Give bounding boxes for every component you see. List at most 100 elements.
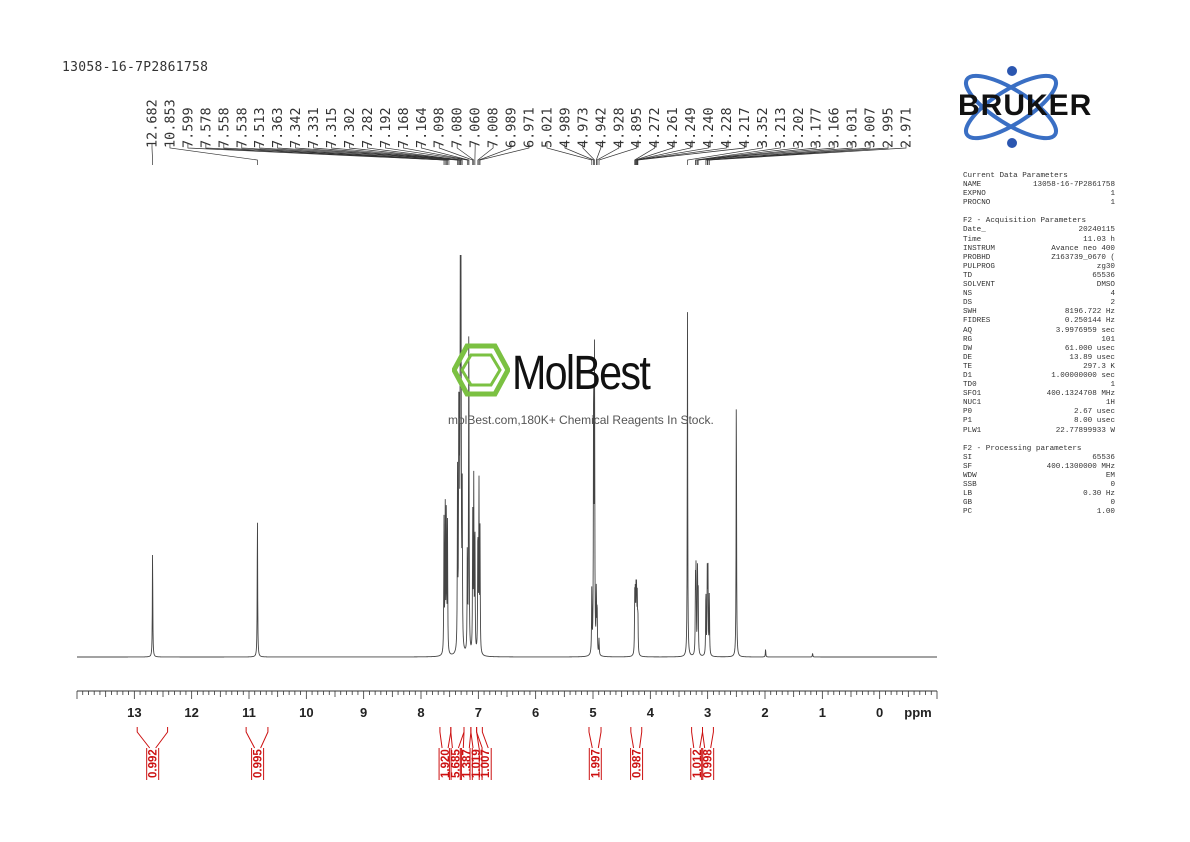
peak-connector — [367, 143, 463, 165]
bruker-wordmark: BRUKER — [958, 89, 1092, 122]
param-row: DW 61.000 usec — [963, 345, 1115, 354]
integral-bracket — [470, 727, 474, 749]
peak-label: 7.008 — [486, 107, 502, 148]
param-key: NAME — [963, 181, 982, 190]
peak-label: 2.995 — [881, 107, 897, 148]
param-row: P1 8.00 usec — [963, 417, 1115, 426]
acquisition-section: F2 - Acquisition Parameters Date_ 2024011… — [963, 217, 1115, 435]
peak-connector — [479, 143, 530, 165]
param-row: SOLVENT DMSO — [963, 281, 1115, 290]
integral-bracket — [630, 727, 635, 749]
integral-bracket — [710, 727, 714, 749]
param-value: 400.1300000 MHz — [1046, 462, 1115, 471]
integral-region: 1.007 — [476, 727, 492, 780]
section-header: Current Data Parameters — [963, 172, 1068, 180]
param-row: PLW1 22.77899933 W — [963, 427, 1115, 436]
param-row: NUC1 1H — [963, 399, 1115, 408]
peak-connector — [295, 143, 460, 165]
peak-connector — [313, 143, 460, 165]
param-key: PC — [963, 508, 973, 517]
param-row: GB 0 — [963, 499, 1115, 508]
spectrum-trace — [77, 254, 937, 658]
peak-connector — [223, 143, 447, 165]
axis-tick-label: 10 — [299, 705, 313, 720]
param-key: DS — [963, 299, 973, 308]
param-key: WDW — [963, 471, 977, 480]
integral-value: 0.987 — [632, 749, 644, 778]
peak-connector — [438, 143, 474, 165]
peak-label: 7.282 — [360, 107, 376, 148]
param-value: 1 — [1110, 199, 1115, 208]
param-value: 1H — [1105, 399, 1115, 408]
section-header: F2 - Acquisition Parameters — [963, 217, 1087, 226]
param-value: 8196.722 Hz — [1064, 308, 1115, 317]
peak-label: 7.164 — [414, 107, 430, 148]
param-row: DE 13.89 usec — [963, 354, 1115, 363]
param-value: 1.00000000 sec — [1051, 371, 1115, 380]
peak-label: 4.217 — [737, 107, 753, 148]
param-key: INSTRUM — [963, 244, 995, 253]
param-value: 0.250144 Hz — [1064, 317, 1115, 326]
axis-tick-label: 0 — [876, 705, 883, 720]
axis-tick-label: 3 — [704, 705, 711, 720]
peak-label: 3.202 — [791, 107, 807, 148]
integral-value: 1.019 — [471, 749, 483, 778]
peak-label: 3.166 — [827, 107, 843, 148]
peak-label: 10.853 — [162, 99, 178, 148]
param-row: SSB 0 — [963, 481, 1115, 490]
param-key: GB — [963, 499, 973, 508]
peak-label: 7.513 — [252, 107, 268, 148]
processing-section: F2 - Processing parameters SI 65536 SF 400.… — [963, 445, 1115, 518]
peak-label: 7.315 — [324, 107, 340, 148]
param-row: Date_ 20240115 — [963, 226, 1115, 235]
param-row: SI 65536 — [963, 454, 1115, 463]
peak-label: 12.682 — [145, 99, 161, 148]
param-value: 1 — [1110, 190, 1115, 199]
param-value: 8.00 usec — [1073, 417, 1115, 426]
peak-connector — [385, 143, 468, 165]
peak-label: 7.080 — [450, 107, 466, 148]
param-key: AQ — [963, 326, 973, 335]
integral-bracket — [450, 727, 453, 749]
param-value: 3.9976959 sec — [1055, 326, 1115, 335]
param-value: 13058-16-7P2861758 — [1032, 181, 1115, 190]
param-key: PROBHD — [963, 253, 991, 262]
peak-connector — [637, 143, 745, 165]
integral-region: 0.987 — [630, 727, 644, 780]
param-key: DW — [963, 344, 973, 353]
peak-connector — [151, 143, 153, 165]
param-value: 1.00 — [1096, 508, 1115, 517]
param-row: FIDRES 0.250144 Hz — [963, 317, 1115, 326]
param-key: SOLVENT — [963, 281, 995, 290]
watermark-subtitle: molBest.com,180K+ Chemical Reagents In S… — [448, 413, 714, 427]
param-key: SFO1 — [963, 390, 982, 399]
param-key: PROCNO — [963, 199, 991, 208]
peak-labels: 12.682 10.853 7.599 7.578 7.558 7.538 7.513 7.3… — [145, 99, 915, 148]
peak-label: 7.168 — [396, 107, 412, 148]
axis-label-ppm: ppm — [904, 705, 931, 720]
peak-label: 6.971 — [522, 107, 538, 148]
bruker-orbit-icon: BRUKER — [958, 66, 1092, 148]
peak-connector — [697, 143, 835, 165]
integral-region: 0.995 — [245, 727, 269, 780]
param-key: FIDRES — [963, 317, 991, 326]
integral-bracket — [691, 727, 695, 749]
peak-connector — [695, 143, 781, 165]
param-value: 0 — [1110, 499, 1115, 508]
peak-connector — [259, 143, 450, 165]
integral-region: 0.992 — [136, 727, 169, 780]
integral-region: 0.998 — [701, 727, 715, 780]
peak-label: 7.363 — [270, 107, 286, 148]
param-row: AQ 3.9976959 sec — [963, 327, 1115, 336]
param-key: SWH — [963, 308, 977, 317]
peak-label: 7.192 — [378, 107, 394, 148]
param-key: TD0 — [963, 381, 977, 390]
param-row: TD 65536 — [963, 272, 1115, 281]
molbest-watermark: MolBest molBest.com,180K+ Chemical Reage… — [448, 342, 742, 432]
param-key: EXPNO — [963, 190, 986, 199]
peak-connector — [478, 143, 512, 165]
param-value: Z163739_0670 ( — [1051, 253, 1115, 262]
param-row: EXPNO 1 — [963, 190, 1115, 199]
peak-label: 4.228 — [719, 107, 735, 148]
peak-connector — [706, 143, 871, 165]
